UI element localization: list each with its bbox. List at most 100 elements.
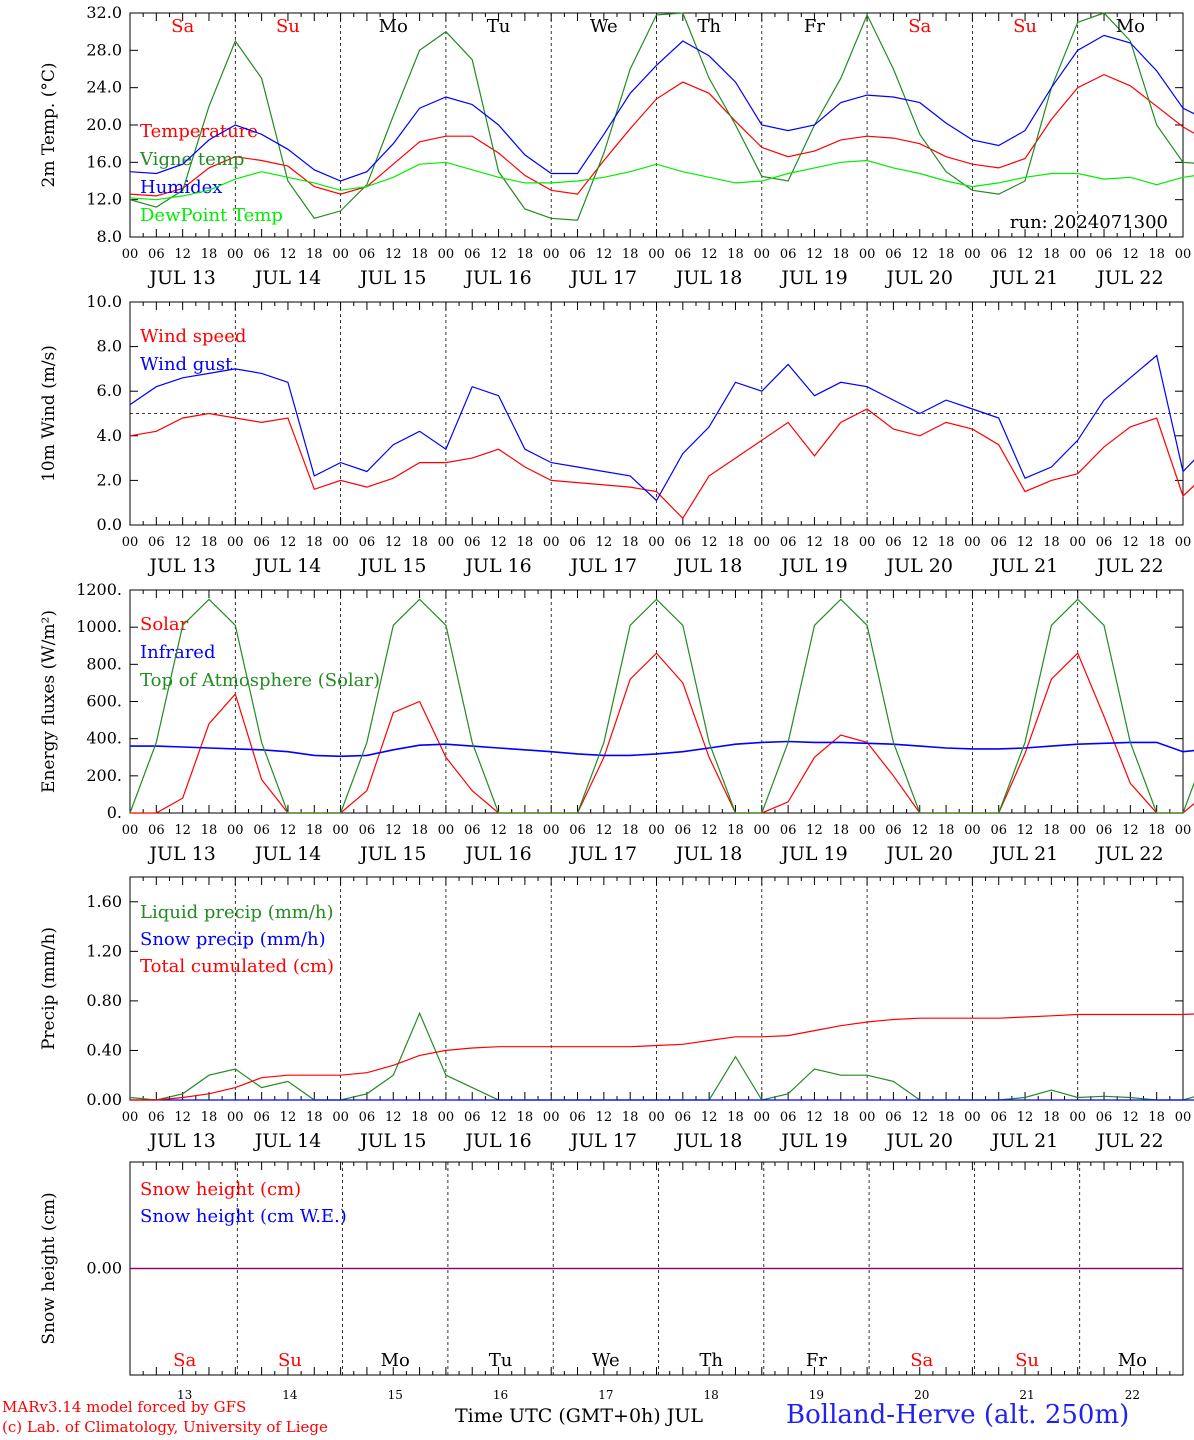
day-label: JUL 22 xyxy=(1095,843,1163,865)
hour-tick-label: 12 xyxy=(1122,823,1139,838)
hour-tick-label: 06 xyxy=(253,247,270,262)
hour-tick-label: 12 xyxy=(911,247,928,262)
hour-tick-label: 12 xyxy=(385,535,402,550)
y-tick-label: 24.0 xyxy=(86,78,122,97)
day-label: JUL 18 xyxy=(674,555,742,577)
y-axis-title: Energy fluxes (W/m²) xyxy=(39,610,59,793)
hour-tick-label: 06 xyxy=(359,247,376,262)
hour-tick-label: 00 xyxy=(332,823,349,838)
y-axis-title: Precip (mm/h) xyxy=(39,927,59,1050)
hour-tick-label: 12 xyxy=(911,1110,928,1125)
hour-tick-label: 12 xyxy=(806,823,823,838)
hour-tick-label: 12 xyxy=(174,535,191,550)
hour-tick-label: 18 xyxy=(517,823,534,838)
hour-tick-label: 00 xyxy=(754,247,771,262)
hour-tick-label: 18 xyxy=(622,535,639,550)
legend-entry: Infrared xyxy=(140,642,215,663)
weekday-label: Su xyxy=(278,1350,302,1371)
hour-tick-label: 18 xyxy=(727,535,744,550)
weekday-label: Sa xyxy=(908,16,931,37)
weekday-label: Th xyxy=(697,16,721,37)
hour-tick-label: 00 xyxy=(543,823,560,838)
legend-entry: Snow height (cm W.E.) xyxy=(140,1206,347,1227)
hour-tick-label: 12 xyxy=(596,823,613,838)
day-number: 15 xyxy=(388,1388,403,1402)
hour-tick-label: 12 xyxy=(385,1110,402,1125)
series-line-0-3 xyxy=(129,159,1194,201)
hour-tick-label: 00 xyxy=(1175,1110,1192,1125)
day-label: JUL 13 xyxy=(147,555,215,577)
day-label: JUL 21 xyxy=(990,267,1058,289)
x-axis-label: Time UTC (GMT+0h) JUL xyxy=(455,1405,703,1427)
hour-tick-label: 06 xyxy=(990,1110,1007,1125)
day-number: 20 xyxy=(914,1388,929,1402)
hour-tick-label: 06 xyxy=(148,823,165,838)
day-label: JUL 13 xyxy=(147,843,215,865)
hour-tick-label: 00 xyxy=(543,247,560,262)
hour-tick-label: 06 xyxy=(675,247,692,262)
run-annotation: run: 2024071300 xyxy=(1010,212,1168,233)
day-label: JUL 16 xyxy=(463,1130,531,1152)
day-label: JUL 22 xyxy=(1095,1130,1163,1152)
hour-tick-label: 06 xyxy=(464,1110,481,1125)
hour-tick-label: 00 xyxy=(227,535,244,550)
hour-tick-label: 18 xyxy=(1043,247,1060,262)
day-number: 16 xyxy=(493,1388,508,1402)
day-label: JUL 16 xyxy=(463,555,531,577)
weekday-label: Tu xyxy=(489,1350,513,1371)
day-number: 21 xyxy=(1019,1388,1034,1402)
hour-tick-label: 00 xyxy=(227,823,244,838)
hour-tick-label: 06 xyxy=(885,535,902,550)
day-label: JUL 20 xyxy=(885,1130,953,1152)
weekday-label: Mo xyxy=(1116,16,1145,37)
day-label: JUL 20 xyxy=(885,843,953,865)
hour-tick-label: 18 xyxy=(306,535,323,550)
hour-tick-label: 00 xyxy=(332,535,349,550)
hour-tick-label: 06 xyxy=(464,823,481,838)
hour-tick-label: 18 xyxy=(517,535,534,550)
hour-tick-label: 00 xyxy=(1175,247,1192,262)
hour-tick-label: 12 xyxy=(490,247,507,262)
hour-tick-label: 12 xyxy=(1122,1110,1139,1125)
hour-tick-label: 12 xyxy=(596,535,613,550)
y-tick-label: 1000. xyxy=(76,617,122,636)
hour-tick-label: 06 xyxy=(359,1110,376,1125)
series-line-2-2 xyxy=(129,598,1194,814)
hour-tick-label: 12 xyxy=(701,1110,718,1125)
hour-tick-label: 12 xyxy=(806,535,823,550)
day-label: JUL 19 xyxy=(779,1130,847,1152)
hour-tick-label: 06 xyxy=(990,535,1007,550)
legend-entry: Snow height (cm) xyxy=(140,1179,301,1200)
hour-tick-label: 18 xyxy=(306,1110,323,1125)
hour-tick-label: 12 xyxy=(174,247,191,262)
hour-tick-label: 12 xyxy=(490,535,507,550)
y-tick-label: 28.0 xyxy=(86,40,122,59)
day-label: JUL 21 xyxy=(990,843,1058,865)
day-label: JUL 14 xyxy=(253,267,321,289)
plot-frame xyxy=(129,12,1184,238)
hour-tick-label: 12 xyxy=(280,535,297,550)
day-label: JUL 13 xyxy=(147,1130,215,1152)
hour-tick-label: 12 xyxy=(174,1110,191,1125)
day-label: JUL 17 xyxy=(569,1130,637,1152)
legend-entry: Wind gust xyxy=(140,354,233,375)
hour-tick-label: 06 xyxy=(885,1110,902,1125)
y-tick-label: 16.0 xyxy=(86,152,122,171)
hour-tick-label: 00 xyxy=(648,1110,665,1125)
hour-tick-label: 06 xyxy=(253,1110,270,1125)
hour-tick-label: 00 xyxy=(122,1110,139,1125)
day-label: JUL 15 xyxy=(358,267,426,289)
weekday-label: Tu xyxy=(487,16,511,37)
hour-tick-label: 12 xyxy=(701,535,718,550)
day-label: JUL 21 xyxy=(990,1130,1058,1152)
day-label: JUL 17 xyxy=(569,555,637,577)
hour-tick-label: 06 xyxy=(569,247,586,262)
hour-tick-label: 00 xyxy=(648,247,665,262)
legend-entry: Vigne temp xyxy=(139,149,244,170)
hour-tick-label: 18 xyxy=(622,247,639,262)
hour-tick-label: 00 xyxy=(1175,535,1192,550)
hour-tick-label: 00 xyxy=(332,1110,349,1125)
hour-tick-label: 12 xyxy=(911,535,928,550)
hour-tick-label: 00 xyxy=(964,823,981,838)
